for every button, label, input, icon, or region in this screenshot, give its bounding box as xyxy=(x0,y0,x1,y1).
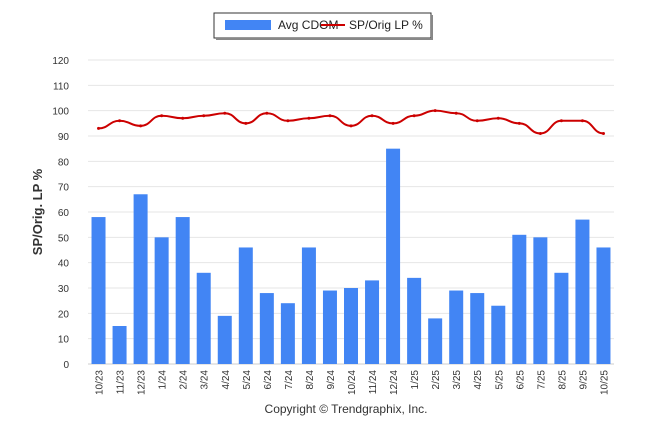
point-10-24 xyxy=(349,124,353,128)
point-12-24 xyxy=(391,121,395,125)
y-tick-label: 120 xyxy=(52,56,69,67)
y-tick-label: 60 xyxy=(58,208,70,219)
bar-5-25 xyxy=(491,305,506,364)
line-sp-orig-lp xyxy=(98,109,604,135)
y-tick-label: 40 xyxy=(58,259,70,270)
y-tick-label: 80 xyxy=(58,157,70,168)
bar-6-25 xyxy=(512,234,527,364)
x-tick-label: 7/25 xyxy=(536,370,547,390)
point-8-25 xyxy=(559,119,563,123)
x-tick-label: 8/24 xyxy=(305,370,316,390)
point-5-25 xyxy=(496,116,500,120)
legend-label-avg-cdom: Avg CDOM xyxy=(278,18,338,32)
point-8-24 xyxy=(307,116,311,120)
y-tick-label: 30 xyxy=(58,284,70,295)
bar-2-25 xyxy=(428,318,443,364)
bar-11-23 xyxy=(112,326,127,364)
y-tick-label: 70 xyxy=(58,183,70,194)
x-tick-label: 5/24 xyxy=(242,370,253,390)
point-1-25 xyxy=(412,114,416,118)
bar-7-24 xyxy=(280,303,295,364)
x-tick-label: 1/25 xyxy=(410,370,421,390)
bar-3-25 xyxy=(449,290,464,364)
x-tick-label: 4/24 xyxy=(221,370,232,390)
bar-5-24 xyxy=(238,247,253,364)
point-4-25 xyxy=(475,119,479,123)
bar-7-25 xyxy=(533,237,548,364)
x-tick-label: 3/24 xyxy=(200,370,211,390)
point-10-23 xyxy=(97,126,101,130)
y-tick-label: 110 xyxy=(53,81,69,92)
x-tick-label: 10/23 xyxy=(95,370,106,395)
bar-9-24 xyxy=(322,290,337,364)
legend-label-sp-orig: SP/Orig LP % xyxy=(349,18,423,32)
point-9-24 xyxy=(328,114,332,118)
bar-3-24 xyxy=(196,272,211,364)
bar-11-24 xyxy=(365,280,380,364)
x-tick-label: 1/24 xyxy=(158,370,169,390)
x-tick-label: 10/25 xyxy=(599,370,610,395)
point-7-25 xyxy=(538,131,542,135)
bar-10-24 xyxy=(344,288,358,364)
bar-10-23 xyxy=(91,217,106,364)
bar-2-24 xyxy=(175,217,190,364)
x-tick-label: 12/24 xyxy=(389,370,400,395)
x-tick-label: 8/25 xyxy=(557,370,568,390)
y-tick-label: 10 xyxy=(58,335,70,346)
y-tick-label: 20 xyxy=(58,309,70,320)
point-11-23 xyxy=(118,119,122,123)
x-tick-label: 4/25 xyxy=(473,370,484,390)
bar-12-23 xyxy=(133,194,148,364)
point-2-24 xyxy=(181,116,185,120)
x-tick-label: 5/25 xyxy=(494,370,505,390)
bar-1-24 xyxy=(154,237,169,364)
x-tick-label: 11/23 xyxy=(116,370,127,395)
bar-8-25 xyxy=(554,272,569,364)
x-tick-label: 10/24 xyxy=(347,370,358,395)
x-tick-label: 6/25 xyxy=(515,370,526,390)
legend-shadow xyxy=(431,15,433,40)
x-tick-label: 2/24 xyxy=(179,370,190,390)
bar-1-25 xyxy=(407,277,422,364)
x-tick-label: 2/25 xyxy=(431,370,442,390)
x-tick-label: 11/24 xyxy=(368,370,379,395)
legend-swatch-avg-cdom xyxy=(225,20,271,30)
y-tick-label: 90 xyxy=(58,132,70,143)
x-tick-label: 9/24 xyxy=(326,370,337,390)
bar-8-24 xyxy=(301,247,316,364)
x-tick-label: 6/24 xyxy=(263,370,274,390)
y-tick-label: 100 xyxy=(52,107,69,118)
x-tick-label: 12/23 xyxy=(137,370,148,395)
x-tick-label: 3/25 xyxy=(452,370,463,390)
point-3-24 xyxy=(202,114,206,118)
bar-6-24 xyxy=(259,293,274,364)
y-axis-title: SP/Orig. LP % xyxy=(30,168,45,255)
point-3-25 xyxy=(454,111,458,115)
point-10-25 xyxy=(601,131,605,135)
bar-4-25 xyxy=(470,293,485,364)
point-11-24 xyxy=(370,114,374,118)
copyright-text: Copyright © Trendgraphix, Inc. xyxy=(265,402,428,416)
bar-4-24 xyxy=(217,315,232,364)
x-tick-label: 9/25 xyxy=(578,370,589,390)
bar-12-24 xyxy=(386,148,401,364)
y-tick-label: 50 xyxy=(58,233,70,244)
point-2-25 xyxy=(433,109,437,113)
point-6-25 xyxy=(517,121,521,125)
legend-shadow xyxy=(216,38,433,40)
point-12-23 xyxy=(139,124,143,128)
point-6-24 xyxy=(265,111,269,115)
point-4-24 xyxy=(223,111,227,115)
legend: Avg CDOM SP/Orig LP % xyxy=(213,12,433,40)
x-tick-label: 7/24 xyxy=(284,370,295,390)
point-1-24 xyxy=(160,114,164,118)
point-5-24 xyxy=(244,121,248,125)
bar-10-25 xyxy=(596,247,611,364)
y-tick-label: 0 xyxy=(63,360,69,371)
point-9-25 xyxy=(580,119,584,123)
point-7-24 xyxy=(286,119,290,123)
bar-9-25 xyxy=(575,219,590,364)
